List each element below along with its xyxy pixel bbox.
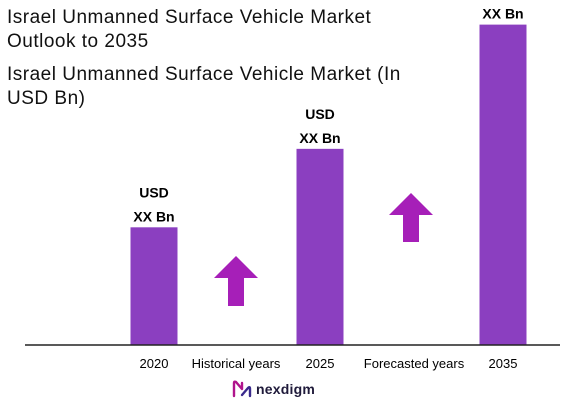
- bar: [479, 24, 527, 345]
- up-arrow-icon: [214, 256, 258, 306]
- bar-value-label: XX Bn: [299, 130, 340, 146]
- x-tick-label: 2020: [140, 356, 169, 371]
- bar: [130, 227, 178, 345]
- chart-subtitle-line-1: Israel Unmanned Surface Vehicle Market (…: [7, 64, 401, 85]
- logo-text: nexdigm: [256, 381, 315, 397]
- period-label: Historical years: [192, 356, 281, 371]
- bar-value-label: XX Bn: [482, 6, 523, 22]
- chart-title-line-1: Israel Unmanned Surface Vehicle Market: [7, 7, 372, 28]
- up-arrow-icon: [389, 193, 433, 242]
- nexdigm-logo-icon: [232, 380, 252, 398]
- bar-value-label: XX Bn: [133, 208, 174, 224]
- x-tick-label: 2035: [489, 356, 518, 371]
- brand-logo: nexdigm: [232, 380, 315, 398]
- chart-subtitle-line-2: USD Bn): [7, 88, 86, 109]
- bar-value-label: USD: [139, 184, 169, 200]
- chart-title-line-2: Outlook to 2035: [7, 31, 149, 52]
- period-label: Forecasted years: [364, 356, 465, 371]
- x-tick-label: 2025: [306, 356, 335, 371]
- bar: [296, 148, 344, 345]
- bar-value-label: USD: [305, 106, 335, 122]
